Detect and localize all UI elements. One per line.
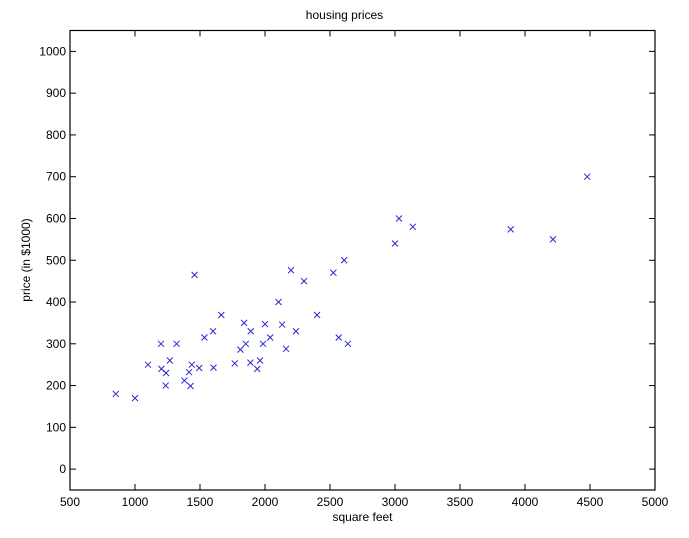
x-marker-icon [287, 266, 295, 274]
x-marker-icon [195, 364, 203, 372]
x-marker-icon [210, 364, 217, 371]
y-tick-label: 600 [46, 211, 66, 225]
x-marker-icon [181, 377, 188, 384]
x-marker-icon [549, 236, 557, 243]
x-marker-icon [247, 359, 254, 366]
x-tick-label: 4500 [577, 495, 604, 509]
x-marker-icon [261, 320, 269, 328]
y-tick-label: 400 [46, 295, 66, 309]
x-marker-icon [191, 271, 198, 279]
x-marker-icon [158, 365, 165, 373]
y-tick-label: 800 [46, 128, 66, 142]
x-marker-icon [242, 340, 250, 348]
x-marker-icon [231, 360, 239, 367]
y-tick-label: 900 [46, 86, 66, 100]
x-marker-icon [395, 215, 403, 222]
x-marker-icon [256, 357, 264, 364]
x-marker-icon [162, 382, 170, 389]
y-tick-label: 200 [46, 379, 66, 393]
x-marker-icon [313, 311, 321, 319]
y-tick-label: 300 [46, 337, 66, 351]
x-marker-icon [240, 319, 248, 327]
x-marker-icon [344, 340, 352, 348]
x-marker-icon [391, 240, 399, 247]
x-tick-label: 4000 [512, 495, 539, 509]
x-marker-icon [275, 298, 282, 306]
x-marker-icon [188, 361, 196, 369]
x-marker-icon [144, 361, 152, 369]
x-marker-icon [166, 357, 174, 364]
x-tick-label: 2500 [317, 495, 344, 509]
x-marker-icon [340, 256, 348, 264]
x-marker-icon [185, 368, 193, 376]
x-tick-label: 2000 [252, 495, 279, 509]
x-marker-icon [409, 223, 417, 231]
x-marker-icon [253, 365, 261, 373]
x-marker-icon [157, 340, 165, 348]
x-tick-label: 500 [60, 495, 80, 509]
y-tick-label: 100 [46, 420, 66, 434]
x-marker-icon [247, 327, 255, 335]
x-tick-label: 3500 [447, 495, 474, 509]
x-marker-icon [112, 390, 120, 398]
x-marker-icon [282, 345, 290, 353]
x-tick-label: 5000 [642, 495, 669, 509]
x-marker-icon [507, 225, 515, 233]
x-tick-label: 3000 [382, 495, 409, 509]
x-marker-icon [583, 173, 591, 181]
x-marker-icon [335, 334, 343, 341]
x-marker-icon [131, 394, 139, 402]
y-tick-label: 0 [59, 462, 66, 476]
y-tick-label: 500 [46, 253, 66, 267]
plot-frame [69, 29, 656, 491]
y-tick-label: 1000 [39, 44, 66, 58]
x-marker-icon [173, 340, 180, 348]
x-marker-icon [330, 269, 337, 277]
x-marker-icon [201, 334, 208, 341]
x-marker-icon [292, 327, 300, 335]
x-axis-label: square feet [332, 510, 393, 524]
x-tick-label: 1500 [187, 495, 214, 509]
x-marker-icon [300, 277, 308, 285]
chart-title: housing prices [305, 8, 384, 22]
plot-axes: 500 1000 1500 2000 2500 3000 3500 4000 4500 5000 0… [39, 29, 669, 509]
x-marker-icon [278, 321, 286, 328]
x-marker-icon [237, 346, 244, 353]
x-tick-label: 1000 [122, 495, 149, 509]
x-marker-icon [209, 327, 217, 335]
data-points [112, 173, 591, 402]
x-marker-icon [217, 311, 225, 319]
x-marker-icon [259, 340, 267, 348]
y-tick-label: 700 [46, 170, 66, 184]
x-marker-icon [187, 382, 194, 390]
x-marker-icon [266, 334, 274, 341]
